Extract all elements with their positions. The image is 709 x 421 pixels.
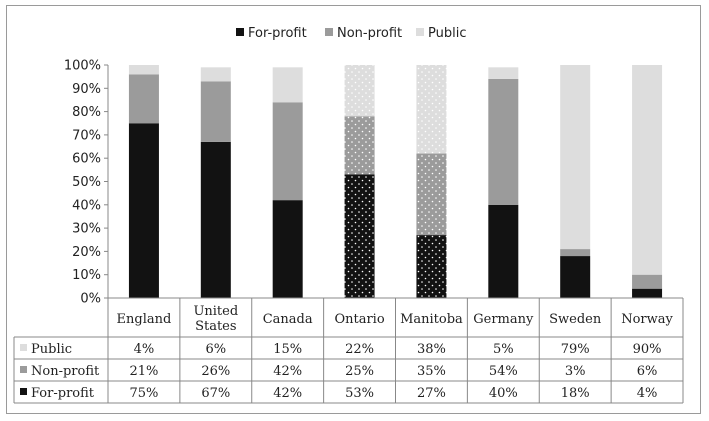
data-label-manitoba-public: 38% [417, 342, 446, 357]
data-label-sweden-for-profit: 18% [561, 386, 590, 401]
x-tick-label-ontario: Ontario [334, 312, 384, 327]
x-tick-label-united-states: United States [193, 304, 238, 334]
data-label-united-states-non-profit: 26% [201, 364, 230, 379]
table-row-label-for-profit: For-profit [31, 386, 95, 401]
x-tick-label-manitoba: Manitoba [400, 312, 463, 327]
legend-swatch-public [416, 28, 424, 36]
bars [128, 65, 663, 298]
bar-united-states-non-profit [200, 81, 231, 142]
data-label-united-states-public: 6% [206, 342, 227, 357]
bar-manitoba-public [416, 65, 447, 154]
x-tick-label-germany: Germany [473, 312, 534, 327]
data-label-canada-for-profit: 42% [273, 386, 302, 401]
legend-swatch-for-profit [236, 28, 244, 36]
bar-norway-non-profit [632, 274, 663, 289]
data-label-ontario-public: 22% [345, 342, 374, 357]
y-tick-label: 60% [72, 152, 101, 167]
bar-united-states-public [200, 67, 231, 82]
data-label-norway-non-profit: 6% [637, 364, 658, 379]
data-label-canada-public: 15% [273, 342, 302, 357]
bar-germany-public [488, 67, 519, 79]
data-label-manitoba-non-profit: 35% [417, 364, 446, 379]
data-label-sweden-non-profit: 3% [565, 364, 586, 379]
x-tick-label-sweden: Sweden [549, 312, 602, 327]
y-tick-label: 30% [72, 222, 101, 237]
bar-canada-for-profit [272, 200, 303, 298]
data-label-germany-public: 5% [493, 342, 514, 357]
data-label-ontario-non-profit: 25% [345, 364, 374, 379]
data-table: England United States Canada Ontario Manitoba… [13, 297, 684, 404]
legend-label-for-profit: For-profit [248, 26, 307, 41]
table-swatch-public [20, 344, 27, 351]
y-tick-label: 70% [72, 128, 101, 143]
bar-germany-non-profit [488, 78, 519, 205]
legend-label-non-profit: Non-profit [337, 26, 402, 41]
bar-manitoba-for-profit [416, 235, 447, 298]
y-tick-label: 0% [80, 292, 101, 307]
data-label-germany-for-profit: 40% [489, 386, 518, 401]
table-swatch-for-profit [20, 388, 27, 395]
data-label-norway-for-profit: 4% [637, 386, 658, 401]
legend-label-public: Public [428, 26, 466, 41]
bar-canada-non-profit [272, 102, 303, 201]
bar-germany-for-profit [488, 204, 519, 298]
x-tick-label-england: England [117, 312, 172, 327]
x-tick-label-norway: Norway [621, 312, 673, 327]
y-tick-label: 40% [72, 198, 101, 213]
table-row-label-non-profit: Non-profit [31, 364, 100, 379]
data-label-united-states-for-profit: 67% [201, 386, 230, 401]
bar-sweden-non-profit [560, 249, 591, 257]
table-row-label-public: Public [31, 342, 72, 357]
bar-england-non-profit [128, 74, 159, 124]
legend: For-profit Non-profit Public [236, 26, 466, 41]
data-label-germany-non-profit: 54% [489, 364, 518, 379]
y-tick-label: 50% [72, 175, 101, 190]
legend-swatch-non-profit [325, 28, 333, 36]
y-tick-label: 100% [64, 59, 101, 74]
data-label-england-for-profit: 75% [129, 386, 158, 401]
table-swatch-non-profit [20, 366, 27, 373]
data-label-canada-non-profit: 42% [273, 364, 302, 379]
x-tick-label-canada: Canada [263, 312, 313, 327]
bar-united-states-for-profit [200, 141, 231, 298]
bar-england-public [128, 65, 159, 75]
bar-norway-for-profit [632, 288, 663, 298]
bar-manitoba-non-profit [416, 153, 447, 236]
data-label-manitoba-for-profit: 27% [417, 386, 446, 401]
bar-england-for-profit [128, 123, 159, 298]
bar-sweden-for-profit [560, 256, 591, 298]
bar-ontario-for-profit [344, 174, 375, 298]
y-tick-label: 80% [72, 105, 101, 120]
bar-norway-public [632, 65, 663, 275]
y-tick-label: 90% [72, 82, 101, 97]
data-label-sweden-public: 79% [561, 342, 590, 357]
bar-canada-public [272, 67, 303, 103]
data-label-england-public: 4% [134, 342, 155, 357]
data-label-ontario-for-profit: 53% [345, 386, 374, 401]
data-label-norway-public: 90% [633, 342, 662, 357]
bar-sweden-public [560, 65, 591, 250]
bar-ontario-public [344, 65, 375, 117]
bar-ontario-non-profit [344, 116, 375, 175]
data-label-england-non-profit: 21% [129, 364, 158, 379]
y-tick-label: 10% [72, 268, 101, 283]
y-tick-label: 20% [72, 245, 101, 260]
